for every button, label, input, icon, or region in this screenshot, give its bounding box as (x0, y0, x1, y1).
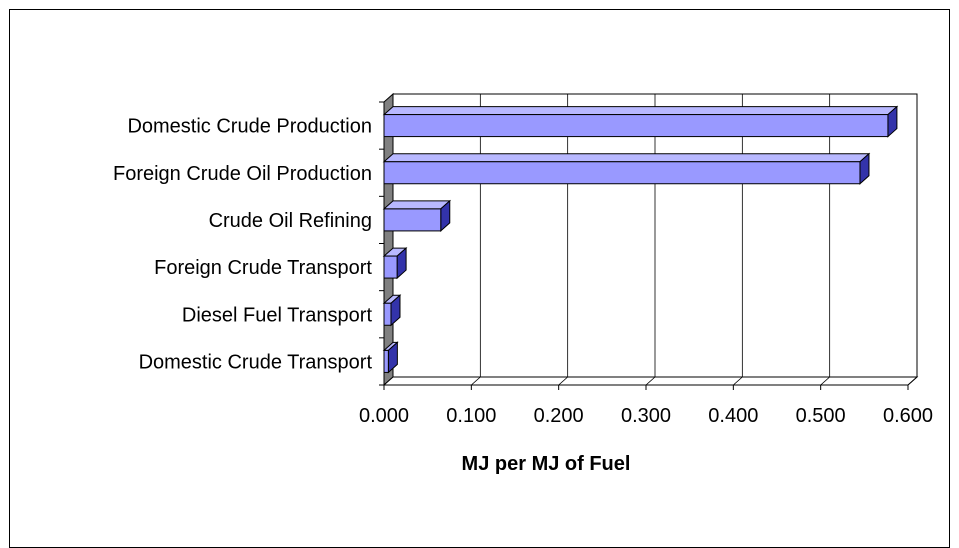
category-label: Domestic Crude Transport (139, 351, 373, 373)
gridlines (379, 94, 918, 390)
chart-frame: Domestic Crude Production Foreign Crude O… (9, 9, 950, 548)
x-tick-label: 0.300 (621, 405, 671, 427)
bar-chart: Domestic Crude Production Foreign Crude O… (113, 92, 933, 475)
floor-gridline (471, 376, 481, 386)
bar (382, 246, 408, 280)
category-label: Foreign Crude Oil Production (113, 163, 372, 185)
bar (382, 105, 899, 138)
bar (382, 294, 402, 327)
x-tick-label: 0.500 (796, 405, 846, 427)
bar-front (383, 255, 398, 279)
bar-top (382, 200, 452, 210)
bar (382, 152, 871, 185)
x-axis-title: MJ per MJ of Fuel (462, 453, 631, 475)
side-wall (383, 92, 394, 387)
floor-gridline (907, 376, 918, 386)
bar-front (383, 114, 889, 138)
floor-gridline (733, 376, 743, 386)
x-tick-label: 0.200 (534, 405, 584, 427)
category-labels: Domestic Crude Production Foreign Crude O… (113, 116, 372, 374)
floor-gridline (820, 376, 830, 386)
category-label: Crude Oil Refining (209, 210, 372, 232)
bar-top (382, 106, 899, 116)
x-tick-label: 0.600 (883, 405, 933, 427)
x-tick-label: 0.400 (708, 405, 758, 427)
bar-front (383, 302, 392, 326)
bar (382, 199, 452, 233)
category-label: Domestic Crude Production (127, 116, 372, 138)
bars (382, 105, 899, 374)
category-label: Foreign Crude Transport (154, 257, 372, 279)
bar-front (383, 349, 389, 373)
bar-front (383, 161, 861, 185)
x-tick-label: 0.100 (446, 405, 496, 427)
bar (382, 341, 399, 374)
x-tick-label: 0.000 (359, 405, 409, 427)
bar-top (382, 153, 871, 163)
floor-gridline (558, 376, 568, 386)
chart-walls (382, 92, 919, 387)
bar-front (383, 208, 442, 232)
category-label: Diesel Fuel Transport (182, 304, 373, 326)
floor-gridline (645, 376, 656, 386)
x-tick-labels: 0.000 0.100 0.200 0.300 0.400 0.500 0.600 (359, 405, 933, 427)
